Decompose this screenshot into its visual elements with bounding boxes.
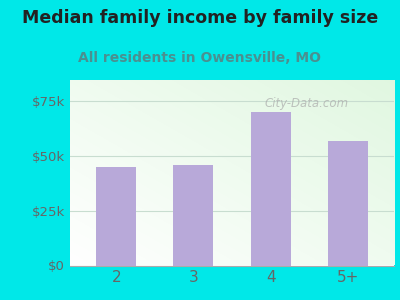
- Text: City-Data.com: City-Data.com: [264, 97, 348, 110]
- Bar: [328, 141, 368, 266]
- Bar: [96, 167, 136, 266]
- Bar: [173, 165, 214, 266]
- Bar: [250, 112, 291, 266]
- Text: Median family income by family size: Median family income by family size: [22, 9, 378, 27]
- Text: All residents in Owensville, MO: All residents in Owensville, MO: [78, 51, 322, 65]
